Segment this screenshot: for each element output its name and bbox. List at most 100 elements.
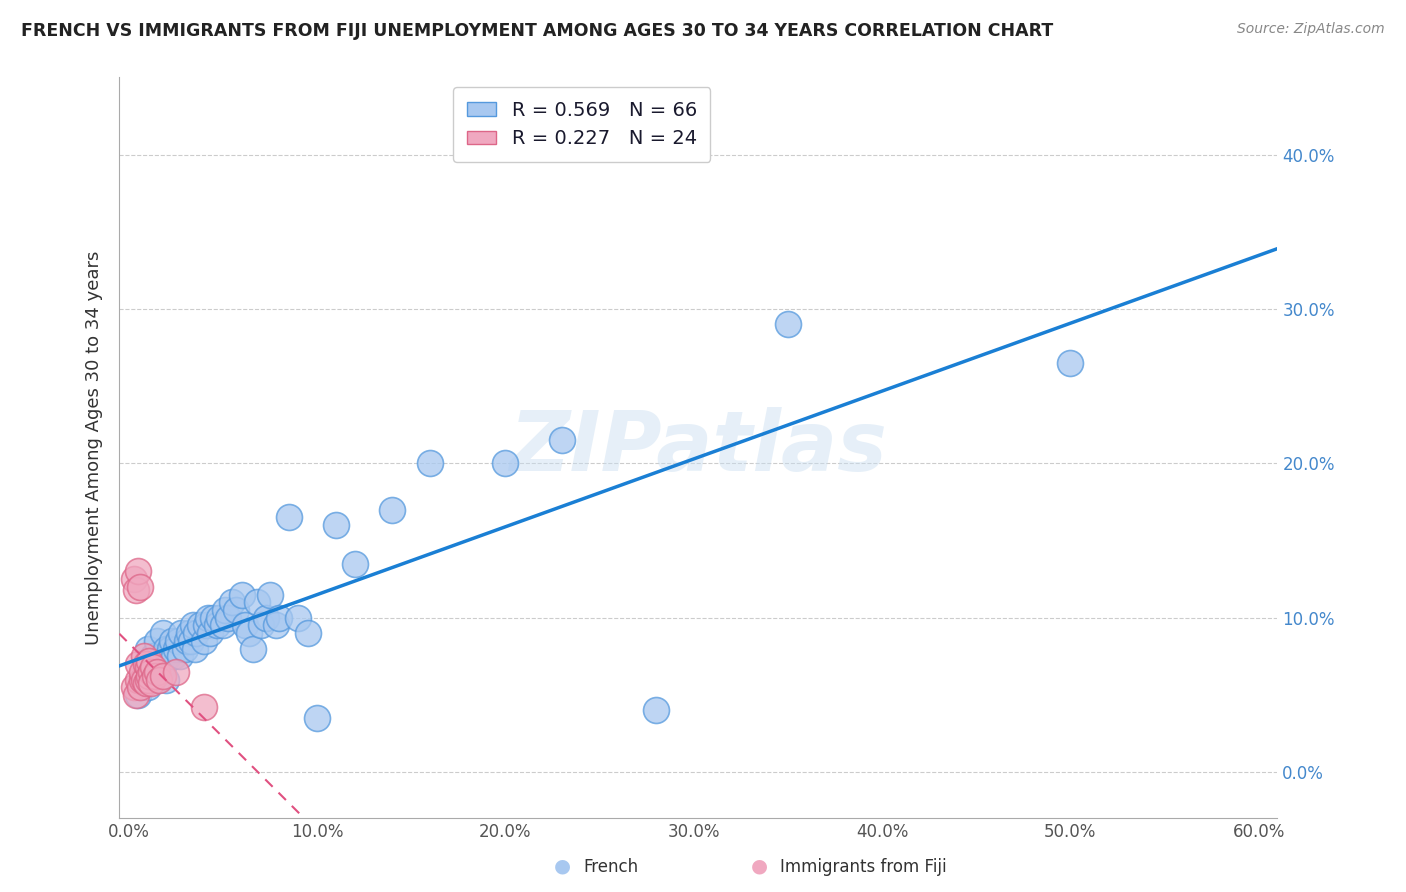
Point xyxy=(419,456,441,470)
Point xyxy=(343,557,366,571)
Point xyxy=(152,649,174,664)
Point xyxy=(149,665,172,679)
Point xyxy=(136,660,159,674)
Point xyxy=(146,673,169,687)
Point xyxy=(381,502,404,516)
Point xyxy=(205,618,228,632)
Point xyxy=(136,680,159,694)
Point xyxy=(138,669,160,683)
Point xyxy=(141,675,163,690)
Point xyxy=(125,688,148,702)
Point xyxy=(249,618,271,632)
Text: French: French xyxy=(583,858,638,876)
Point xyxy=(776,318,799,332)
Point xyxy=(176,634,198,648)
Point xyxy=(287,611,309,625)
Point xyxy=(208,611,231,625)
Point xyxy=(235,618,257,632)
Point xyxy=(129,680,152,694)
Point xyxy=(264,618,287,632)
Point xyxy=(183,641,205,656)
Point xyxy=(146,634,169,648)
Point xyxy=(221,595,243,609)
Point xyxy=(148,673,170,687)
Point xyxy=(165,665,187,679)
Point xyxy=(138,654,160,668)
Point xyxy=(181,618,204,632)
Point xyxy=(146,665,169,679)
Point xyxy=(160,634,183,648)
Legend: R = 0.569   N = 66, R = 0.227   N = 24: R = 0.569 N = 66, R = 0.227 N = 24 xyxy=(453,87,710,162)
Point xyxy=(242,641,264,656)
Point xyxy=(153,657,176,671)
Point xyxy=(141,673,163,687)
Point xyxy=(254,611,277,625)
Point xyxy=(202,611,225,625)
Point xyxy=(152,669,174,683)
Point xyxy=(131,665,153,679)
Point xyxy=(132,665,155,679)
Point xyxy=(494,456,516,470)
Point xyxy=(166,634,188,648)
Point xyxy=(169,649,191,664)
Point xyxy=(188,618,211,632)
Point xyxy=(135,657,157,671)
Text: ●: ● xyxy=(554,857,571,876)
Text: ●: ● xyxy=(751,857,768,876)
Point xyxy=(124,680,146,694)
Point xyxy=(136,673,159,687)
Point xyxy=(142,649,165,664)
Text: Source: ZipAtlas.com: Source: ZipAtlas.com xyxy=(1237,22,1385,37)
Point xyxy=(127,688,149,702)
Point xyxy=(129,580,152,594)
Point xyxy=(197,611,219,625)
Point xyxy=(277,510,299,524)
Point xyxy=(170,626,193,640)
Point xyxy=(127,673,149,687)
Point xyxy=(163,649,186,664)
Point xyxy=(143,669,166,683)
Point xyxy=(211,618,233,632)
Text: FRENCH VS IMMIGRANTS FROM FIJI UNEMPLOYMENT AMONG AGES 30 TO 34 YEARS CORRELATIO: FRENCH VS IMMIGRANTS FROM FIJI UNEMPLOYM… xyxy=(21,22,1053,40)
Point xyxy=(218,611,240,625)
Point xyxy=(269,611,291,625)
Point xyxy=(186,626,208,640)
Point xyxy=(325,518,347,533)
Point xyxy=(132,649,155,664)
Text: ZIPatlas: ZIPatlas xyxy=(509,408,887,489)
Point xyxy=(214,603,236,617)
Point xyxy=(180,634,202,648)
Point xyxy=(1059,356,1081,370)
Point xyxy=(225,603,247,617)
Point xyxy=(246,595,269,609)
Point xyxy=(551,434,574,448)
Text: Immigrants from Fiji: Immigrants from Fiji xyxy=(780,858,948,876)
Point xyxy=(152,626,174,640)
Point xyxy=(131,673,153,687)
Point xyxy=(155,673,177,687)
Point xyxy=(194,618,217,632)
Point xyxy=(198,626,221,640)
Point xyxy=(193,700,215,714)
Point xyxy=(165,641,187,656)
Point xyxy=(159,641,181,656)
Point xyxy=(125,582,148,597)
Point xyxy=(127,565,149,579)
Point xyxy=(132,673,155,687)
Y-axis label: Unemployment Among Ages 30 to 34 years: Unemployment Among Ages 30 to 34 years xyxy=(86,251,103,645)
Point xyxy=(148,657,170,671)
Point xyxy=(136,641,159,656)
Point xyxy=(305,711,328,725)
Point xyxy=(193,634,215,648)
Point xyxy=(155,641,177,656)
Point xyxy=(177,626,200,640)
Point xyxy=(238,626,260,640)
Point xyxy=(157,649,180,664)
Point xyxy=(127,657,149,671)
Point xyxy=(135,675,157,690)
Point xyxy=(259,588,281,602)
Point xyxy=(124,572,146,586)
Point xyxy=(141,665,163,679)
Point xyxy=(297,626,319,640)
Point xyxy=(142,660,165,674)
